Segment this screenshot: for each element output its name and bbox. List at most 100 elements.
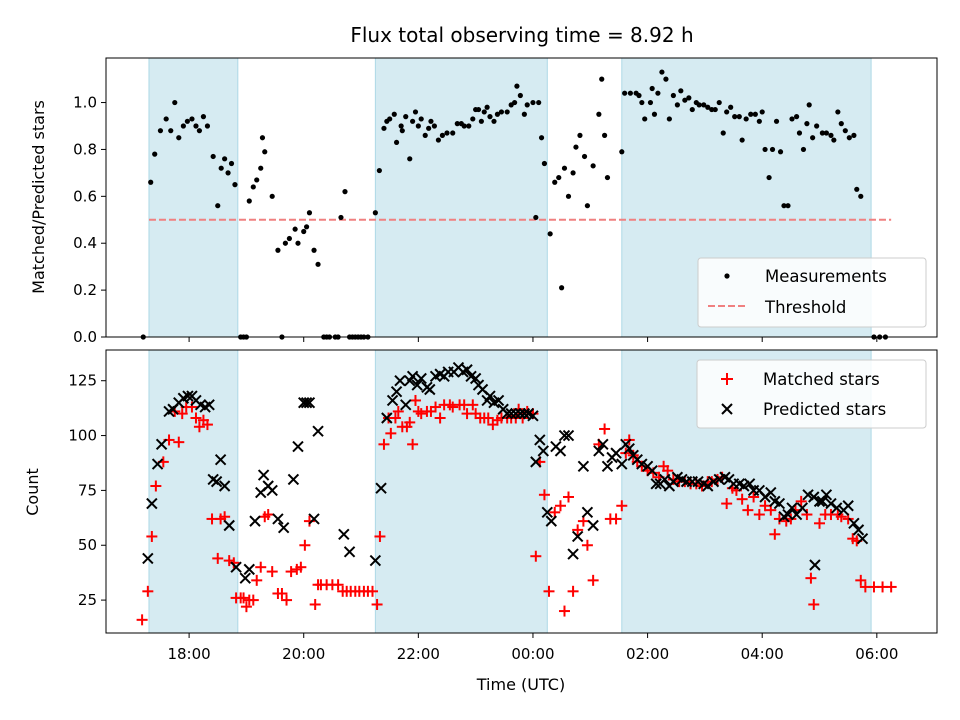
predicted-point-b [733, 478, 745, 490]
matched-point [385, 427, 397, 439]
matched-point [193, 421, 205, 433]
measurement-point [541, 160, 548, 167]
measurement-point [410, 118, 416, 124]
legend-label-measurements: Measurements [765, 267, 887, 286]
predicted-point-b [541, 506, 553, 519]
matched-point [190, 412, 202, 424]
predicted-point [308, 513, 320, 525]
predicted-point [142, 552, 154, 565]
predicted-point [375, 482, 387, 494]
predicted-point-b [210, 475, 223, 488]
measurement-point [517, 92, 523, 99]
measurement-point [381, 125, 387, 131]
predicted-point [287, 473, 300, 486]
predicted-point-b [825, 497, 837, 510]
measurement-point [854, 186, 860, 192]
measurement-point [596, 111, 602, 117]
predicted-point-b [505, 407, 517, 420]
matched-point [404, 416, 416, 428]
predicted-point-b [338, 528, 350, 540]
matched-point [295, 561, 307, 573]
predicted-point [577, 460, 590, 472]
measurement-point [466, 123, 472, 129]
measurement-point [789, 116, 795, 122]
measurement-point [470, 116, 476, 122]
predicted-point-b [856, 532, 869, 545]
predicted-point [527, 410, 539, 422]
predicted-point-b [587, 519, 599, 532]
matched-point [201, 419, 213, 431]
measurement-point [275, 247, 281, 253]
matched-point [173, 436, 185, 448]
measurement-point [622, 90, 628, 96]
measurement-point [639, 99, 645, 106]
matched-point [247, 594, 259, 606]
measurement-point [599, 76, 605, 82]
measurement-point [478, 118, 484, 124]
matched-point [808, 598, 820, 610]
predicted-point-b [530, 456, 542, 468]
legend-label-matched: Matched stars [763, 370, 880, 389]
measurement-point [647, 99, 654, 106]
measurement-point [387, 116, 393, 122]
measurement-point [172, 99, 178, 106]
predicted-point [587, 519, 599, 532]
measurement-point [301, 228, 307, 235]
measurement-point [303, 224, 310, 230]
measurement-point [547, 231, 553, 237]
measurement-point [461, 123, 467, 129]
measurement-point [701, 102, 707, 108]
predicted-point-b [769, 495, 781, 508]
predicted-point [534, 434, 546, 446]
matched-point [392, 405, 404, 417]
bottom-xtick-label: 02:00 [626, 645, 669, 663]
measurement-point [372, 210, 378, 216]
predicted-point-b [406, 370, 419, 383]
measurement-point [756, 118, 762, 124]
predicted-point-b [765, 486, 777, 499]
predicted-point-b [671, 471, 684, 483]
predicted-point [796, 502, 809, 514]
predicted-point [820, 489, 833, 501]
measurement-point [581, 153, 588, 160]
bottom-xtick-label: 18:00 [167, 645, 210, 663]
predicted-point-b [820, 489, 833, 501]
measurement-point [184, 118, 190, 124]
matched-point [374, 530, 386, 542]
predicted-point-b [142, 552, 154, 565]
predicted-point [390, 385, 403, 398]
predicted-point-b [369, 554, 382, 567]
bottom-shade-0 [148, 349, 239, 634]
predicted-point [856, 532, 869, 545]
measurement-point [762, 146, 768, 153]
predicted-point [782, 508, 794, 521]
bottom-xtick-label: 22:00 [397, 645, 440, 663]
predicted-point [492, 394, 505, 407]
predicted-point-b [266, 484, 278, 497]
predicted-point-b [659, 473, 671, 486]
bottom-ytick-label: 75 [78, 481, 97, 499]
measurement-point [769, 146, 776, 153]
measurement-point [538, 135, 545, 141]
measurement-point [590, 163, 596, 169]
legend-label-threshold: Threshold [764, 298, 846, 317]
measurement-point [831, 137, 837, 143]
measurement-point [258, 165, 264, 171]
bottom-xtick-label: 00:00 [511, 645, 554, 663]
measurement-point [724, 109, 730, 115]
measurement-point [666, 116, 672, 122]
bottom-y-axis-ticks: 25 50 75 100 125 [68, 372, 106, 609]
bottom-y-axis-label: Count [23, 468, 42, 516]
measurement-point [342, 189, 348, 195]
measurement-point [674, 102, 680, 108]
predicted-point-b [581, 506, 594, 519]
predicted-point-b [623, 443, 635, 455]
measurement-point [823, 130, 829, 136]
measurement-point [491, 118, 497, 124]
predicted-point-b [601, 460, 614, 472]
measurement-point [398, 123, 404, 129]
measurement-point [168, 128, 174, 134]
predicted-point-b [214, 453, 227, 466]
bottom-x-axis-ticks: 18:00 20:00 22:00 00:00 02:00 04:00 06:00 [167, 633, 898, 663]
predicted-point-b [287, 473, 300, 486]
